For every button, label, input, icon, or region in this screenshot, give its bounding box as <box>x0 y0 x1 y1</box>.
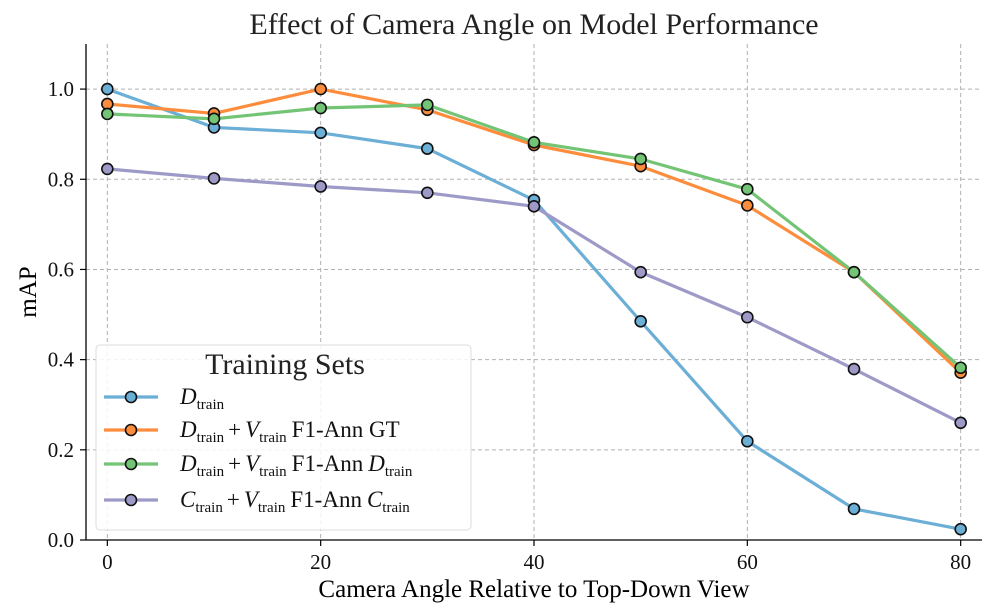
data-point <box>634 315 647 328</box>
data-point <box>314 180 327 193</box>
data-point <box>207 172 221 185</box>
x-axis-label: Camera Angle Relative to Top-Down View <box>318 576 749 603</box>
legend-marker <box>124 423 138 437</box>
legend-label: Dtrain <box>179 384 225 413</box>
data-point <box>847 502 861 516</box>
legend-marker <box>124 457 138 471</box>
data-point <box>101 82 114 96</box>
x-tick-label: 40 <box>524 550 545 574</box>
legend-label: Dtrain + Vtrain F1-Ann Dtrain <box>179 451 413 480</box>
data-point <box>527 200 541 213</box>
data-point <box>421 142 434 155</box>
data-point <box>101 107 114 121</box>
y-tick-label: 0.4 <box>48 348 75 372</box>
data-point <box>314 82 327 96</box>
x-tick-label: 60 <box>737 550 758 574</box>
legend-entry: Dtrain + Vtrain F1-Ann GT <box>104 417 400 446</box>
legend-frame <box>95 344 472 531</box>
data-point <box>741 310 754 324</box>
series-3 <box>101 98 967 375</box>
y-tick-label: 0.0 <box>48 528 74 552</box>
legend-label: Dtrain + Vtrain F1-Ann GT <box>179 417 400 446</box>
data-point <box>314 126 327 140</box>
legend: Training Sets Dtrain Dtrain + Vtrain F1-Ann … <box>95 344 472 531</box>
x-tick-label: 20 <box>310 550 331 574</box>
data-point <box>421 98 434 112</box>
data-point <box>421 186 434 200</box>
data-point <box>847 265 861 279</box>
legend-title: Training Sets <box>205 348 365 381</box>
legend-entry: Ctrain + Vtrain F1-Ann Ctrain <box>104 487 410 516</box>
axis-ticks: 0.0 0.2 0.4 0.6 0.8 1.0 0 20 40 60 80 <box>48 77 971 574</box>
legend-entries: Dtrain Dtrain + Vtrain F1-Ann GT Dtrain + Vtrai… <box>104 384 413 516</box>
data-point <box>741 199 754 212</box>
legend-marker <box>124 390 138 404</box>
y-tick-label: 0.6 <box>48 257 74 281</box>
legend-entry: Dtrain + Vtrain F1-Ann Dtrain <box>104 451 413 480</box>
y-tick-label: 0.8 <box>48 167 74 191</box>
data-point <box>314 101 327 115</box>
data-point <box>954 522 967 536</box>
data-point <box>847 362 861 376</box>
legend-label: Ctrain + Vtrain F1-Ann Ctrain <box>180 487 410 516</box>
legend-entry: Dtrain <box>104 384 225 413</box>
data-point <box>527 135 541 149</box>
x-tick-label: 0 <box>102 550 113 574</box>
legend-marker <box>124 493 138 507</box>
series-1 <box>101 82 967 536</box>
data-point <box>634 265 647 279</box>
data-point <box>741 434 754 448</box>
data-point <box>954 416 967 430</box>
y-tick-label: 0.2 <box>48 438 74 462</box>
series-4 <box>101 162 967 430</box>
data-point <box>207 112 221 126</box>
data-point <box>101 162 114 176</box>
data-point <box>954 361 967 375</box>
y-tick-label: 1.0 <box>48 77 74 101</box>
x-tick-label: 80 <box>950 550 971 574</box>
data-point <box>741 182 754 196</box>
series-layer <box>101 82 967 536</box>
chart-title: Effect of Camera Angle on Model Performa… <box>249 8 818 41</box>
y-axis-label: mAP <box>15 266 42 317</box>
data-point <box>634 152 647 166</box>
